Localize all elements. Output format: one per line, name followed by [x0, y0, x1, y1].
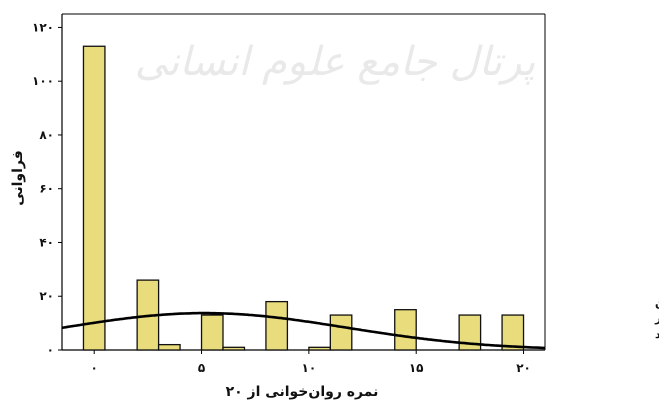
x-tick-label: ۰ — [91, 361, 98, 375]
y-tick-label: ۱۰۰ — [32, 74, 54, 88]
histogram-bar — [265, 300, 289, 351]
histogram-bar — [308, 346, 331, 351]
stats-line: ۶/۶۰=انحراف معیار — [654, 312, 659, 325]
x-tick-label: ۵ — [198, 361, 205, 375]
histogram-bar — [458, 314, 482, 351]
stats-line: ۵/۱۵=میانگین — [655, 296, 659, 309]
y-tick-label: ۶۰ — [39, 182, 54, 196]
x-tick-label: ۱۰ — [302, 361, 317, 375]
x-tick-label: ۱۵ — [409, 361, 424, 375]
watermark-text: پرتال جامع علوم انسانی — [135, 39, 536, 85]
histogram-bar — [200, 314, 224, 351]
y-tick-label: ۸۰ — [39, 128, 54, 142]
y-tick-label: ۲۰ — [39, 289, 54, 303]
y-tick-label: ۰ — [47, 343, 54, 357]
histogram-bar — [82, 45, 106, 351]
normal-curve-group — [61, 311, 545, 350]
y-axis-label: فراوانی — [10, 150, 26, 206]
y-tick-label: ۴۰ — [39, 235, 54, 249]
x-tick-label: ۲۰ — [516, 361, 531, 375]
stats-box: ۵/۱۵=میانگین ۶/۶۰=انحراف معیار ۲۲۷= تعداد — [654, 296, 659, 341]
histogram-bar — [329, 314, 353, 351]
histogram-bar — [394, 309, 417, 351]
stats-line: ۲۲۷= تعداد — [655, 328, 659, 341]
histogram-bar — [157, 343, 181, 351]
normal-distribution-curve — [61, 311, 545, 350]
y-tick-label: ۱۲۰ — [32, 20, 54, 34]
histogram-bar — [222, 346, 246, 351]
x-axis-label: نمره روان‌خوانی از ۲۰ — [226, 384, 379, 400]
bars-group — [82, 45, 525, 351]
histogram-bar — [501, 314, 525, 351]
tick-labels-group: ۰ ۲۰ ۴۰ ۶۰ ۸۰ ۱۰۰ ۱۲۰ ۰ ۵ ۱۰ ۱۵ ۲۰ — [32, 20, 531, 375]
